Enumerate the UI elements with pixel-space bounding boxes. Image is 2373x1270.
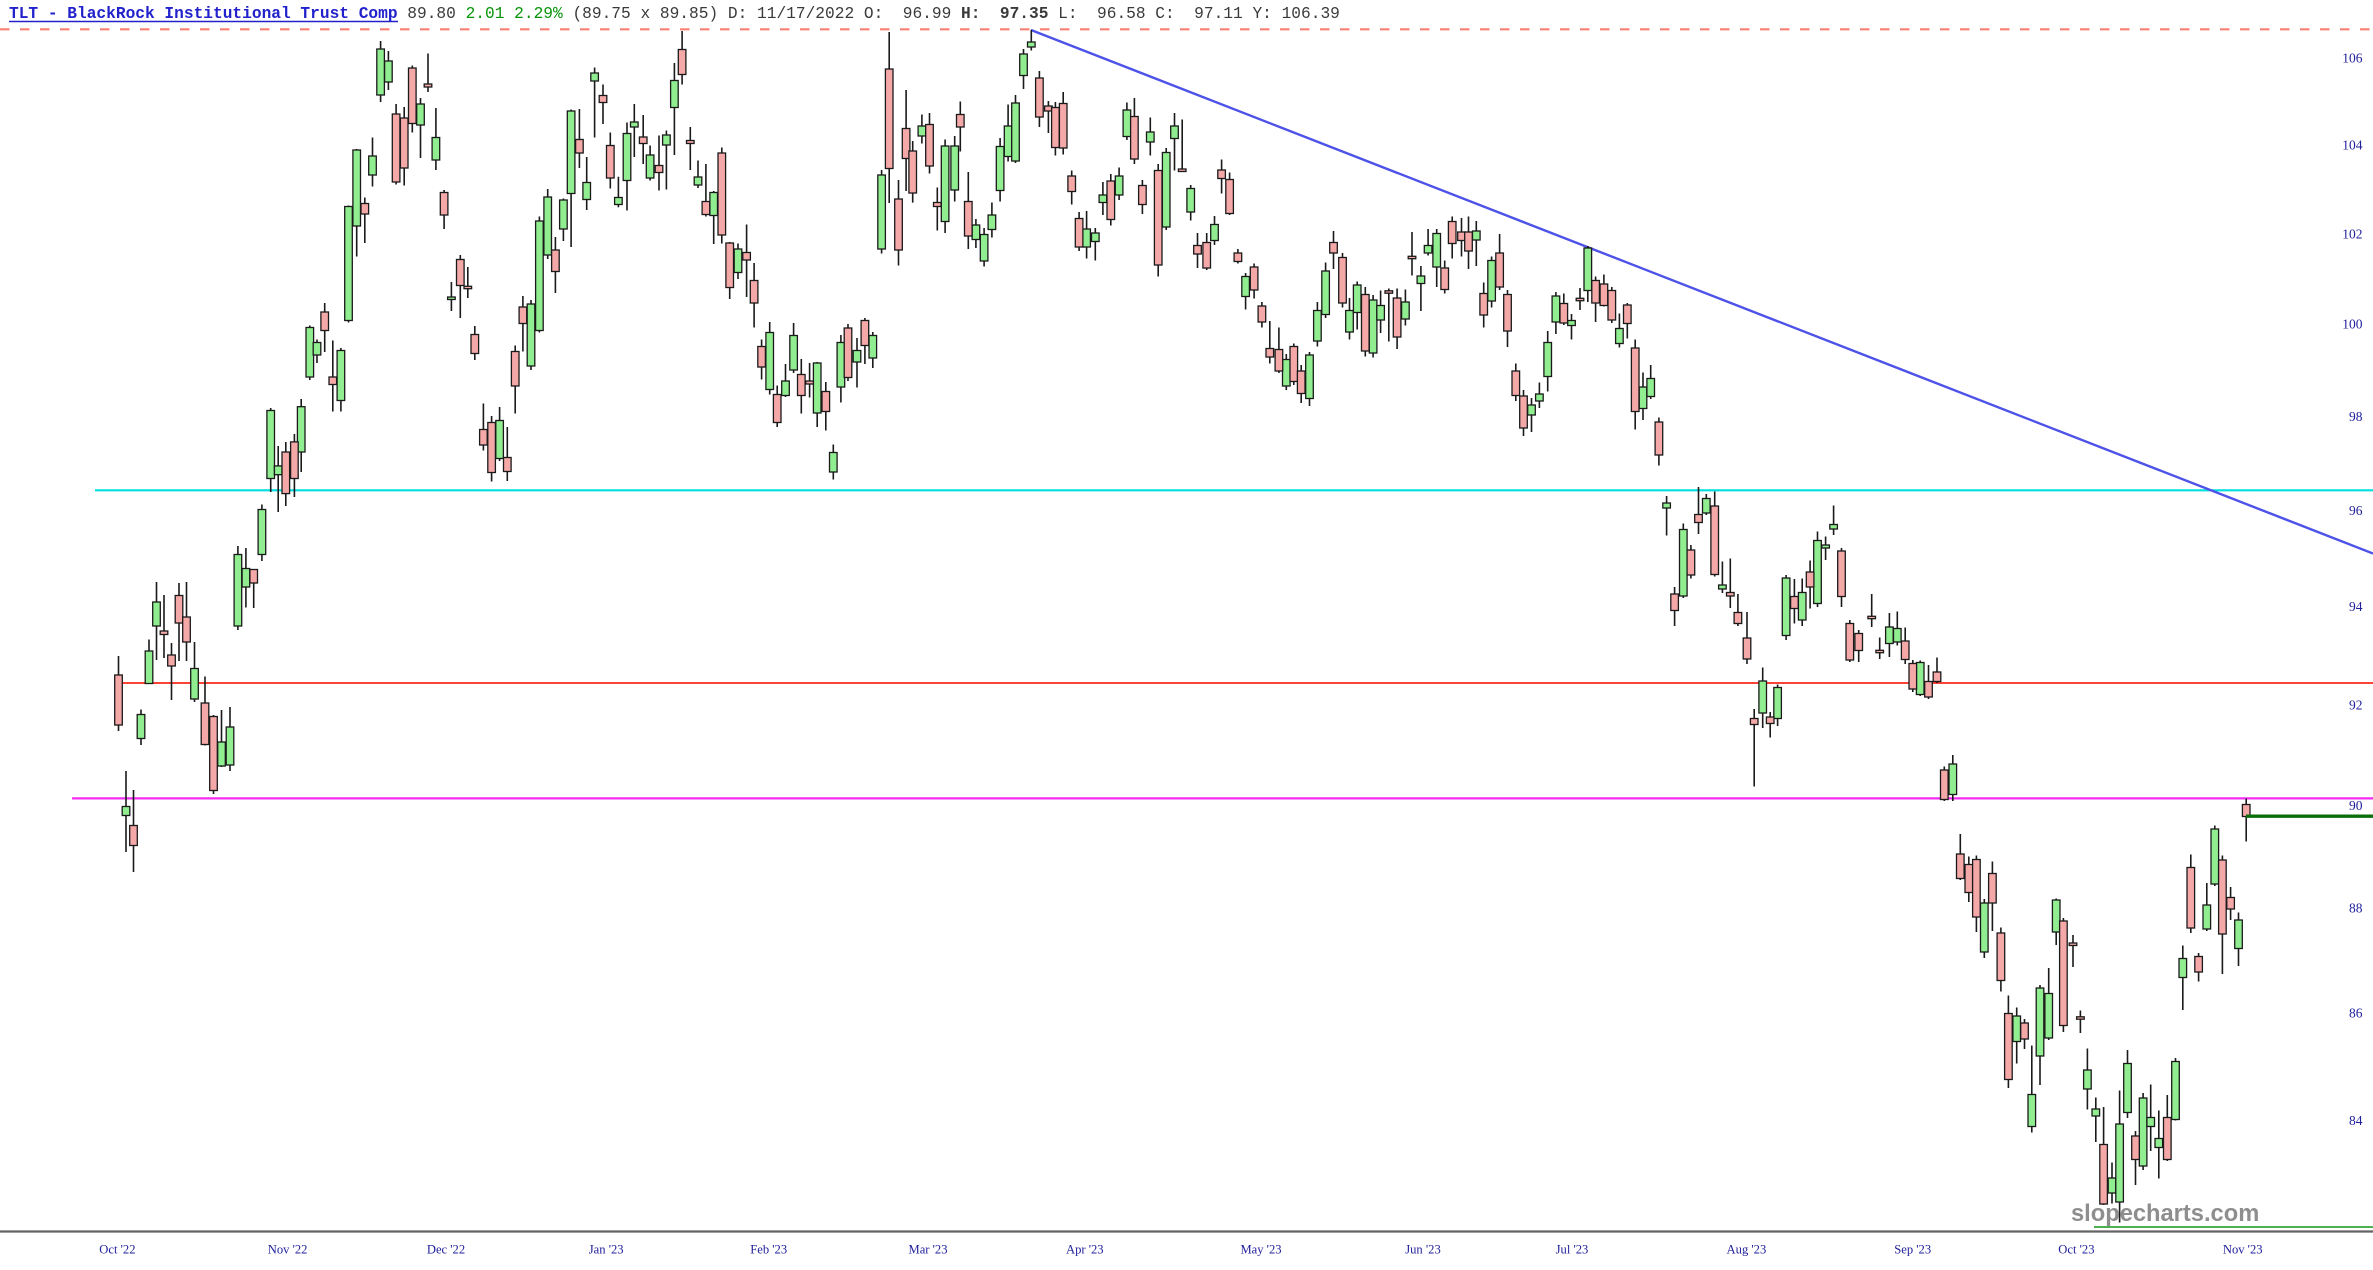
svg-text:88: 88 xyxy=(2349,900,2363,915)
svg-text:Apr '23: Apr '23 xyxy=(1066,1243,1104,1257)
svg-text:98: 98 xyxy=(2349,409,2363,424)
svg-text:Feb '23: Feb '23 xyxy=(750,1243,787,1257)
svg-text:Jul '23: Jul '23 xyxy=(1556,1243,1589,1257)
svg-text:Sep '23: Sep '23 xyxy=(1894,1243,1931,1257)
svg-text:102: 102 xyxy=(2342,226,2362,241)
svg-text:96: 96 xyxy=(2349,503,2363,518)
svg-text:Oct '22: Oct '22 xyxy=(99,1243,135,1257)
svg-text:Jun '23: Jun '23 xyxy=(1405,1243,1441,1257)
svg-text:TLT - BlackRock Institutional: TLT - BlackRock Institutional Trust Comp… xyxy=(9,5,1340,23)
svg-text:Nov '22: Nov '22 xyxy=(268,1243,308,1257)
svg-text:86: 86 xyxy=(2349,1005,2363,1020)
svg-text:Oct '23: Oct '23 xyxy=(2058,1243,2094,1257)
svg-text:Jan '23: Jan '23 xyxy=(589,1243,624,1257)
svg-text:slopecharts.com: slopecharts.com xyxy=(2071,1201,2259,1227)
svg-text:104: 104 xyxy=(2342,138,2363,153)
svg-text:84: 84 xyxy=(2349,1113,2363,1128)
svg-text:90: 90 xyxy=(2349,798,2363,813)
svg-text:Nov '23: Nov '23 xyxy=(2223,1243,2263,1257)
svg-text:100: 100 xyxy=(2342,317,2363,332)
svg-text:92: 92 xyxy=(2349,697,2363,712)
svg-text:Mar '23: Mar '23 xyxy=(909,1243,948,1257)
svg-text:94: 94 xyxy=(2349,599,2363,614)
svg-text:Aug '23: Aug '23 xyxy=(1727,1243,1767,1257)
svg-text:Dec '22: Dec '22 xyxy=(427,1243,465,1257)
svg-text:May '23: May '23 xyxy=(1240,1243,1281,1257)
svg-text:106: 106 xyxy=(2342,51,2363,66)
